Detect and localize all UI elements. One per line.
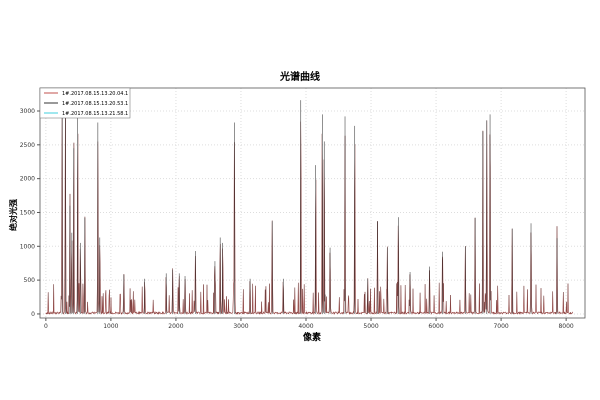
legend: 1#.2017.08.15.13.20.04.1 1#.2017.08.15.1… (39, 87, 131, 119)
x-tick-label: 2000 (168, 323, 183, 330)
y-tick-label: 0 (31, 311, 35, 318)
x-tick-label: 0 (44, 323, 48, 330)
legend-entry-2: 1#.2017.08.15.13.20.53.1 (62, 101, 128, 107)
x-tick-label: 1000 (103, 323, 118, 330)
x-tick-label: 8000 (558, 323, 573, 330)
y-tick-label: 1000 (20, 243, 35, 250)
y-tick-label: 2000 (20, 176, 35, 183)
x-tick-label: 6000 (428, 323, 443, 330)
y-tick-label: 3000 (20, 108, 35, 115)
y-tick-label: 500 (24, 277, 36, 284)
chart-title: 光谱曲线 (279, 70, 320, 83)
legend-entry-3: 1#.2017.08.15.13.21.58.1 (62, 111, 128, 117)
legend-entry-1: 1#.2017.08.15.13.20.04.1 (62, 91, 128, 97)
x-axis-label: 像素 (302, 331, 321, 343)
series-line-2 (45, 90, 573, 315)
y-tick-label: 2500 (20, 142, 35, 149)
y-tick-label: 1500 (20, 209, 35, 216)
x-tick-label: 4000 (298, 323, 313, 330)
plot-frame (39, 87, 586, 319)
x-tick-label: 7000 (493, 323, 508, 330)
x-tick-label: 5000 (363, 323, 378, 330)
y-axis-label: 绝对光强 (8, 199, 18, 231)
x-tick-label: 3000 (233, 323, 248, 330)
